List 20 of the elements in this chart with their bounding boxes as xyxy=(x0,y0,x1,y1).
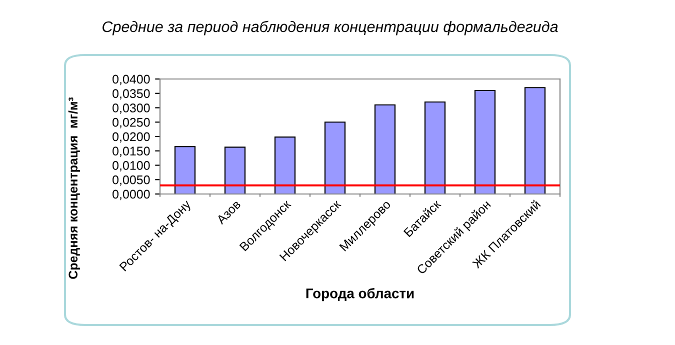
bar xyxy=(374,104,396,194)
y-tick-label: 0,0350 xyxy=(112,89,150,100)
y-tick-label: 0,0300 xyxy=(112,104,150,114)
bar xyxy=(274,136,296,194)
y-tick-label: 0,0000 xyxy=(112,190,150,200)
bar xyxy=(224,146,246,194)
y-tick-label: 0,0050 xyxy=(112,175,150,186)
bar xyxy=(324,122,346,194)
y-tick-label: 0,0100 xyxy=(112,161,150,172)
x-axis-title: Города области xyxy=(306,288,414,302)
bar xyxy=(524,87,546,194)
y-tick-label: 0,0150 xyxy=(112,146,150,158)
y-tick-label: 0,0200 xyxy=(112,132,150,143)
bar xyxy=(424,101,446,194)
bar xyxy=(174,146,196,194)
bar xyxy=(474,90,496,194)
y-axis-title: Средняя концентрация мг/м³ xyxy=(68,97,80,279)
y-tick-label: 0,0250 xyxy=(112,118,150,128)
y-tick-label: 0,0400 xyxy=(112,74,150,86)
chart-title: Средние за период наблюдения концентрации формальдегида xyxy=(102,20,558,36)
